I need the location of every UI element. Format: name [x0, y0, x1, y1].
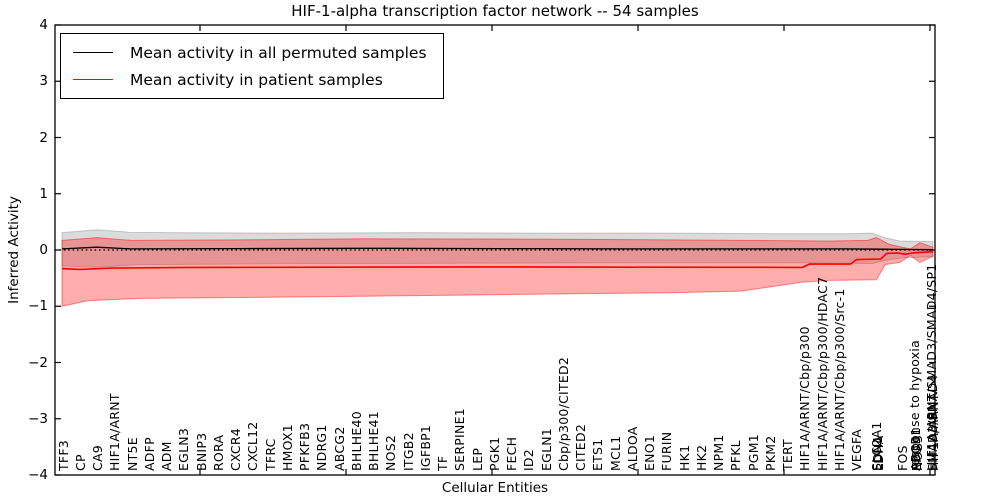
x-category-label: EGLN1 [538, 427, 554, 471]
y-tick-label: 3 [39, 73, 48, 90]
x-category-label: PKM2 [762, 435, 778, 471]
x-category-label: ADM [159, 441, 174, 471]
x-category-label: HIF1A/ARNT [107, 393, 123, 471]
x-category-label: ETS1 [590, 438, 606, 471]
x-category-label: NOS3 [909, 434, 925, 471]
x-category-label: CXCL12 [245, 421, 261, 471]
x-category-label: PGK1 [486, 436, 502, 471]
y-tick-label: −3 [28, 410, 48, 427]
x-category-label: ITGB2 [400, 432, 416, 471]
x-category-label: IGFBP1 [417, 424, 433, 471]
legend-line-patient-icon [73, 79, 113, 80]
x-category-label: TF [435, 455, 450, 471]
x-category-label: HIF1A/ARNT/Cbp/p300 [797, 326, 813, 471]
x-category-label: CXCR4 [228, 428, 243, 471]
x-category-label: HMOX1 [279, 424, 295, 471]
x-category-label: ENO1 [642, 434, 657, 471]
x-category-label: Cbp/p300/CITED2 [555, 356, 571, 471]
x-category-label: ABCG2 [331, 426, 347, 471]
x-category-label: FECH [504, 436, 519, 471]
x-category-label: NT5E [124, 437, 140, 471]
x-category-label: PFKFB3 [297, 422, 312, 471]
x-category-label: HK2 [693, 444, 709, 471]
chart-title: HIF-1-alpha transcription factor network… [291, 2, 699, 20]
y-tick-label: 4 [39, 17, 48, 33]
x-category-label: CP [72, 454, 88, 471]
patient-mean-line [61, 250, 934, 271]
y-tick-label: −2 [28, 354, 48, 371]
y-tick-label: 2 [39, 129, 48, 146]
x-category-label: NOS2 [383, 434, 399, 471]
legend-entry-permuted: Mean activity in all permuted samples [73, 39, 427, 66]
x-category-label: FURIN [659, 431, 675, 471]
x-category-label: EGLN3 [176, 427, 192, 471]
legend-label-permuted: Mean activity in all permuted samples [130, 43, 427, 62]
x-category-label: BHLHE40 [348, 411, 364, 471]
x-category-label: RORA [210, 434, 226, 471]
patient-std-band [61, 237, 934, 307]
x-category-label: ADFP [141, 437, 157, 471]
x-category-label: MCL1 [607, 435, 623, 471]
x-category-label: HK1 [676, 444, 692, 471]
x-category-label: HIF1A/ARNT [925, 393, 941, 471]
permuted-mean-line [61, 246, 934, 251]
x-category-label: NDRG1 [314, 424, 330, 471]
x-category-label: CA9 [90, 445, 105, 471]
x-category-label: ALDOA [624, 426, 640, 471]
x-category-label: BNIP3 [193, 432, 209, 471]
legend-entry-patient: Mean activity in patient samples [73, 66, 427, 93]
x-category-label: TERT [780, 439, 795, 471]
x-category-label: LEP [469, 447, 485, 471]
x-category-label: VEGFA [849, 429, 864, 471]
y-tick-label: 0 [39, 242, 48, 258]
legend: Mean activity in all permuted samples Me… [60, 33, 444, 99]
x-category-label: NPM1 [711, 434, 726, 471]
x-category-label: HIF1A/ARNT/Cbp/p300/Src-1 [831, 288, 847, 471]
x-category-label: TFF3 [55, 440, 71, 471]
x-category-label: BHLHE41 [366, 411, 381, 471]
y-tick-label: −4 [28, 467, 48, 483]
x-category-label: PFKL [728, 440, 744, 471]
legend-line-permuted-icon [73, 52, 113, 53]
x-axis-label: Cellular Entities [441, 480, 549, 496]
x-category-label: LDHA [870, 435, 886, 471]
x-category-label: SERPINE1 [452, 408, 468, 471]
x-category-label: HIF1A/ARNT/Cbp/p300/HDAC7 [814, 276, 830, 471]
x-category-label: CITED2 [573, 423, 588, 471]
y-tick-label: 1 [39, 185, 48, 202]
x-category-label: TFRC [262, 438, 278, 471]
x-category-label: ID2 [521, 448, 537, 471]
y-tick-label: −1 [28, 298, 48, 315]
x-category-label: PGM1 [745, 434, 761, 471]
legend-label-patient: Mean activity in patient samples [130, 70, 383, 89]
